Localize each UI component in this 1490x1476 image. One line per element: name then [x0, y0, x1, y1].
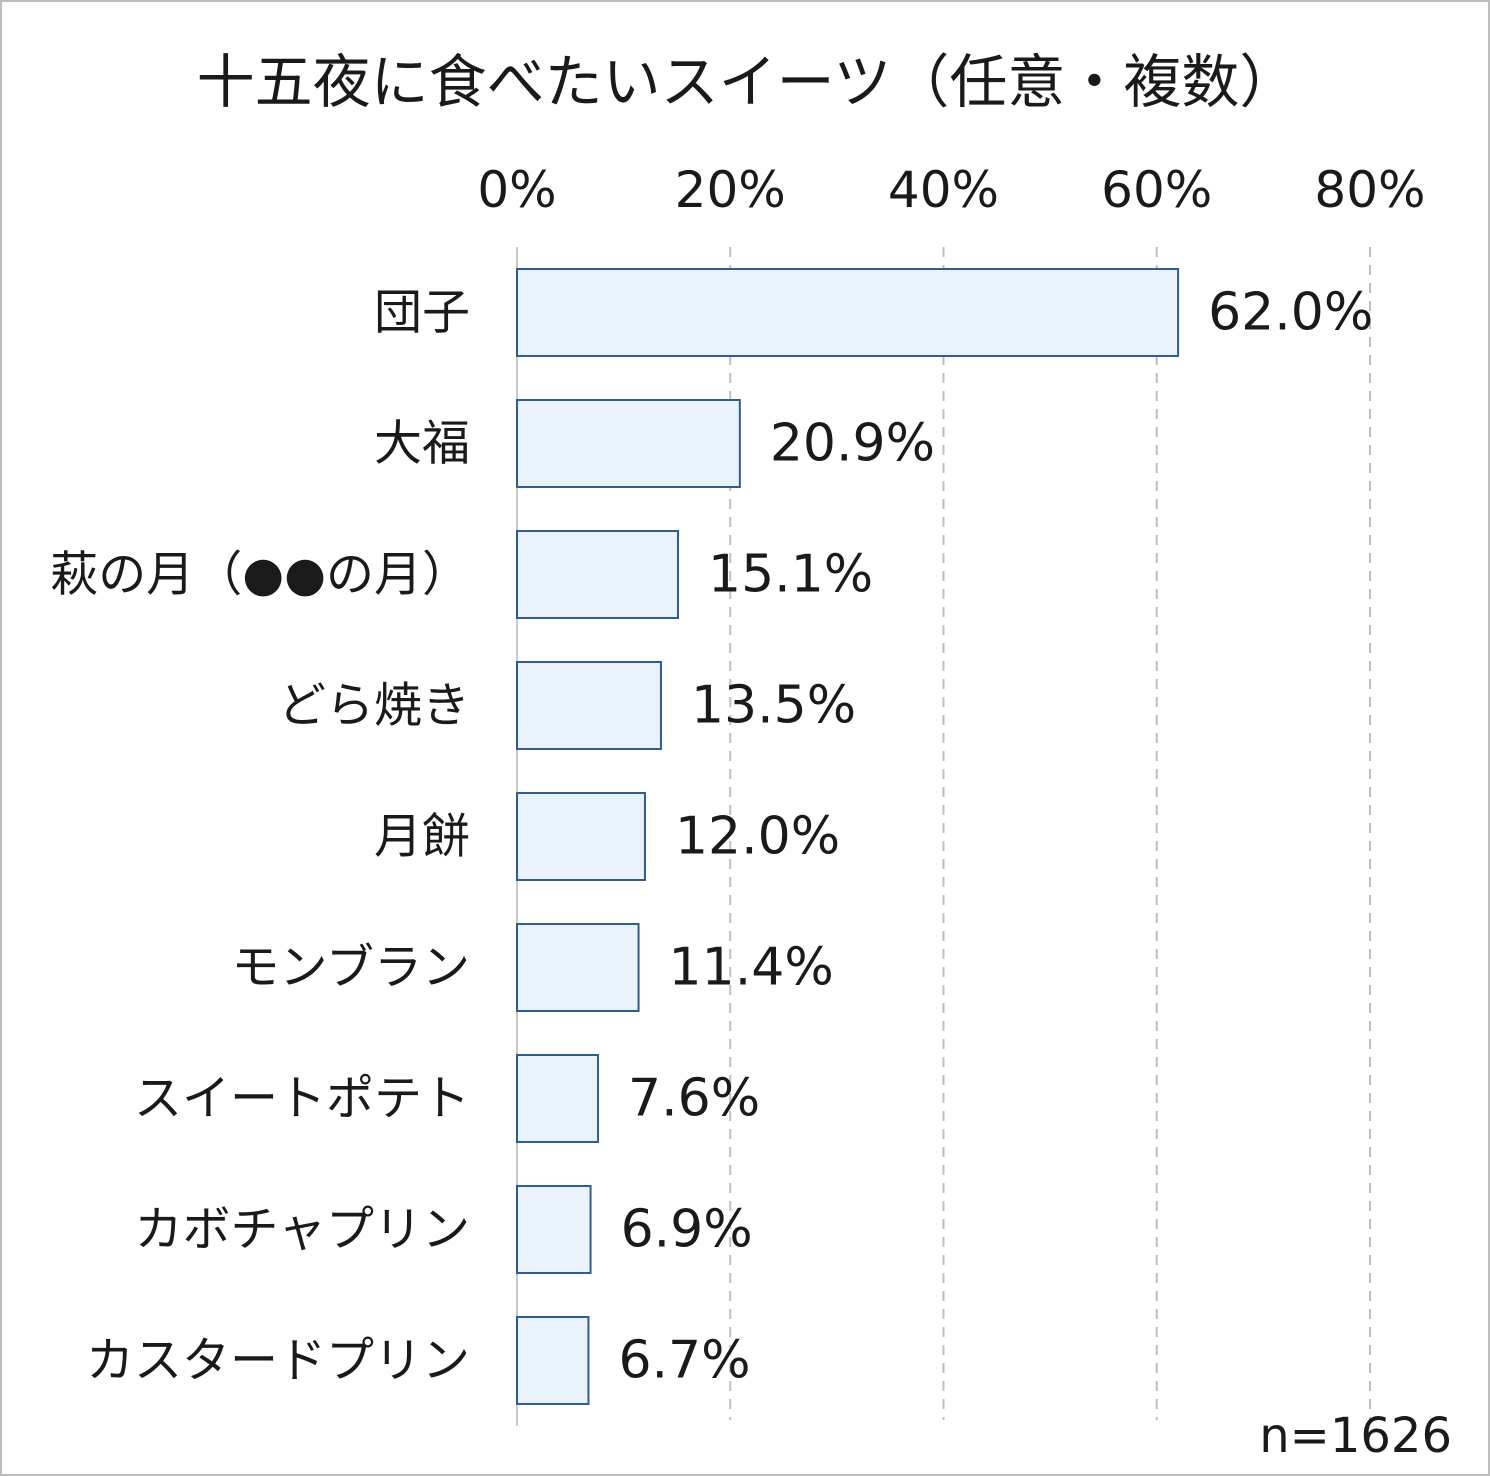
category-label: 大福: [374, 416, 470, 472]
category-label: 月餅: [374, 809, 470, 865]
bar: [516, 792, 646, 881]
category-label: モンブラン: [231, 940, 470, 996]
bars: [516, 268, 1180, 1405]
x-tick-label: 60%: [1101, 161, 1212, 219]
category-label: 萩の月（●●の月）: [50, 547, 470, 603]
value-label: 6.9%: [621, 1200, 753, 1260]
category-label: カスタードプリン: [86, 1333, 470, 1389]
bar: [516, 661, 662, 750]
value-label: 12.0%: [675, 807, 840, 867]
bar: [516, 268, 1180, 357]
x-axis-tick-labels: 0% 20% 40% 60% 80%: [477, 161, 1425, 219]
bar: [516, 1185, 592, 1274]
bar: [516, 530, 680, 619]
x-tick-label: 20%: [675, 161, 786, 219]
bar: [516, 1316, 590, 1405]
category-label: どら焼き: [278, 678, 470, 734]
category-label: 団子: [374, 285, 470, 341]
x-tick-label: 0%: [477, 161, 556, 219]
x-tick-label: 80%: [1314, 161, 1425, 219]
value-labels: 62.0% 20.9% 15.1% 13.5% 12.0% 11.4% 7.6% 6.9% 6.…: [618, 283, 1373, 1391]
value-label: 13.5%: [691, 676, 856, 736]
value-label: 7.6%: [628, 1069, 760, 1129]
value-label: 6.7%: [618, 1331, 750, 1391]
category-label: スイートポテト: [134, 1071, 470, 1127]
x-tick-label: 40%: [888, 161, 999, 219]
value-label: 11.4%: [669, 938, 834, 998]
chart-title: 十五夜に食べたいスイーツ（任意・複数）: [197, 48, 1298, 116]
bar: [516, 1054, 600, 1143]
bar: [516, 923, 640, 1012]
category-label: カボチャプリン: [134, 1202, 470, 1258]
value-label: 62.0%: [1208, 283, 1373, 343]
bar: [516, 399, 741, 488]
value-label: 20.9%: [770, 414, 935, 474]
value-label: 15.1%: [708, 545, 873, 605]
sample-size-note: n=1626: [1259, 1408, 1452, 1464]
